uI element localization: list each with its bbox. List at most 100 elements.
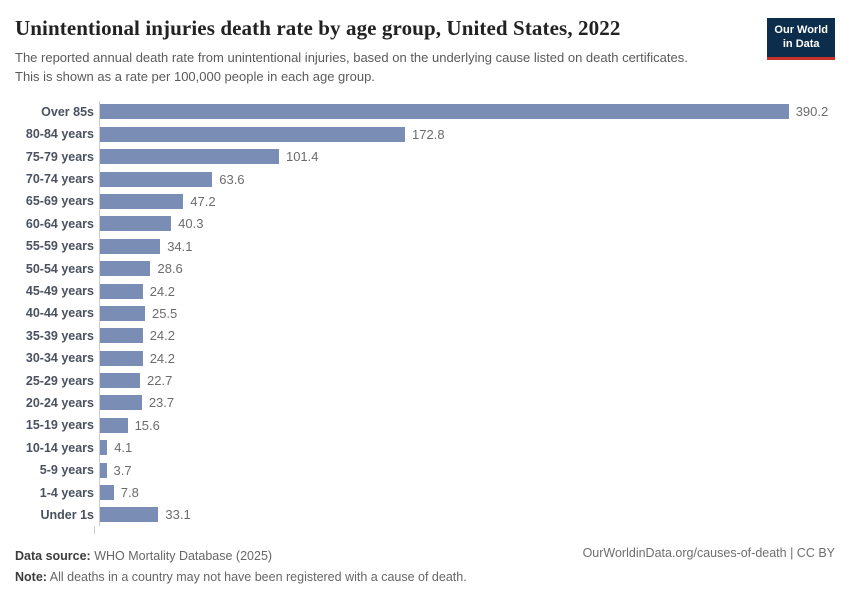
value-label: 24.2 <box>149 283 176 299</box>
bar[interactable] <box>100 417 128 433</box>
bar[interactable] <box>100 261 151 277</box>
bar[interactable] <box>100 193 184 209</box>
chart-footer: Data source: WHO Mortality Database (202… <box>15 546 835 589</box>
value-label: 3.7 <box>113 462 132 478</box>
category-label: 5-9 years <box>39 463 94 478</box>
chart-header: Unintentional injuries death rate by age… <box>15 16 835 87</box>
bar[interactable] <box>100 104 789 120</box>
category-label: 75-79 years <box>25 149 94 164</box>
page-title: Unintentional injuries death rate by age… <box>15 16 621 40</box>
owid-logo[interactable]: Our World in Data <box>767 18 835 60</box>
bar-row: 30-34 years 24.2 <box>25 346 835 370</box>
bar[interactable] <box>100 149 279 165</box>
bar-row: 5-9 years 3.7 <box>25 458 835 482</box>
category-label: 60-64 years <box>25 216 94 231</box>
note-text: All deaths in a country may not have bee… <box>49 570 467 585</box>
bar-chart: Over 85s 390.2 80-84 years 172.8 75-79 years… <box>25 100 835 527</box>
value-label: 22.7 <box>147 373 173 389</box>
bar[interactable] <box>100 216 172 232</box>
bar-row: 40-44 years 25.5 <box>25 302 835 325</box>
bar-track: 24.2 <box>99 279 835 303</box>
category-label: 1-4 years <box>39 485 94 500</box>
category-label: 20-24 years <box>25 395 94 410</box>
bar[interactable] <box>100 373 141 389</box>
title-block: Unintentional injuries death rate by age… <box>15 16 715 87</box>
bar-row: 60-64 years 40.3 <box>25 212 835 236</box>
category-label: 35-39 years <box>25 328 94 343</box>
value-label: 15.6 <box>134 417 160 433</box>
bar-track: 22.7 <box>99 369 835 392</box>
value-label: 40.3 <box>178 216 204 232</box>
bar-track: 25.5 <box>99 302 835 325</box>
bar-track: 4.1 <box>99 436 835 459</box>
bar-row: 20-24 years 23.7 <box>25 391 835 415</box>
bar-row: 55-59 years 34.1 <box>25 235 835 258</box>
bar[interactable] <box>100 126 406 142</box>
category-label: Over 85s <box>41 104 94 119</box>
category-label: 55-59 years <box>25 239 94 254</box>
bar-track: 7.8 <box>99 481 835 504</box>
bar-track: 15.6 <box>99 414 835 437</box>
bar[interactable] <box>100 350 143 366</box>
bar[interactable] <box>100 238 161 254</box>
footer-left: Data source: WHO Mortality Database (202… <box>15 546 467 589</box>
value-label: 63.6 <box>219 171 245 187</box>
bar-row: 25-29 years 22.7 <box>25 369 835 392</box>
value-label: 23.7 <box>148 395 175 411</box>
bar-track: 172.8 <box>99 123 835 146</box>
category-label: 25-29 years <box>25 373 94 388</box>
category-label: 45-49 years <box>25 284 94 298</box>
category-label: 70-74 years <box>25 172 94 187</box>
bar-row: 70-74 years 63.6 <box>25 167 835 191</box>
bar-row: Under 1s 33.1 <box>25 503 835 527</box>
axis-line-tail <box>94 526 835 535</box>
value-label: 47.2 <box>190 193 216 209</box>
value-label: 390.2 <box>795 104 829 120</box>
category-label: 10-14 years <box>25 440 94 455</box>
bar-track: 33.1 <box>99 503 835 527</box>
value-label: 4.1 <box>114 440 133 456</box>
bar-track: 63.6 <box>99 167 835 191</box>
value-label: 7.8 <box>120 485 139 501</box>
category-label: 65-69 years <box>25 194 94 209</box>
category-label: Under 1s <box>40 507 95 522</box>
bar-row: 75-79 years 101.4 <box>25 145 835 168</box>
category-label: 50-54 years <box>25 261 94 276</box>
value-label: 172.8 <box>412 126 445 142</box>
bar-track: 34.1 <box>99 235 835 258</box>
category-label: 40-44 years <box>25 306 94 321</box>
bar-row: 15-19 years 15.6 <box>25 414 835 437</box>
data-source-line: Data source: WHO Mortality Database (202… <box>15 546 467 567</box>
bar-row: 65-69 years 47.2 <box>25 190 835 213</box>
footer-link[interactable]: OurWorldinData.org/causes-of-death | CC … <box>582 546 835 561</box>
bar[interactable] <box>100 507 159 523</box>
value-label: 34.1 <box>167 238 193 254</box>
value-label: 33.1 <box>165 507 191 523</box>
bar-row: 50-54 years 28.6 <box>25 257 835 280</box>
category-label: 15-19 years <box>25 418 94 433</box>
bar[interactable] <box>100 485 114 501</box>
bar-row: 35-39 years 24.2 <box>25 324 835 347</box>
bar[interactable] <box>100 283 143 299</box>
value-label: 101.4 <box>285 149 319 165</box>
bar-row: 10-14 years 4.1 <box>25 436 835 459</box>
bar-track: 101.4 <box>99 145 835 168</box>
bar[interactable] <box>100 305 145 321</box>
bar-track: 24.2 <box>99 346 835 370</box>
bar[interactable] <box>100 171 213 187</box>
bar-track: 390.2 <box>99 100 835 124</box>
bar-track: 3.7 <box>99 458 835 482</box>
value-label: 28.6 <box>157 261 183 277</box>
bar[interactable] <box>100 462 107 478</box>
data-source-label: Data source: <box>15 549 91 564</box>
bar-track: 24.2 <box>99 324 835 347</box>
bar-row: 1-4 years 7.8 <box>25 481 835 504</box>
bar[interactable] <box>100 395 142 411</box>
bar-row: 45-49 years 24.2 <box>25 279 835 303</box>
bar[interactable] <box>100 328 143 344</box>
bar-track: 47.2 <box>99 190 835 213</box>
chart-subtitle: The reported annual death rate from unin… <box>15 50 688 84</box>
bar[interactable] <box>100 440 108 456</box>
bar-track: 40.3 <box>99 212 835 236</box>
